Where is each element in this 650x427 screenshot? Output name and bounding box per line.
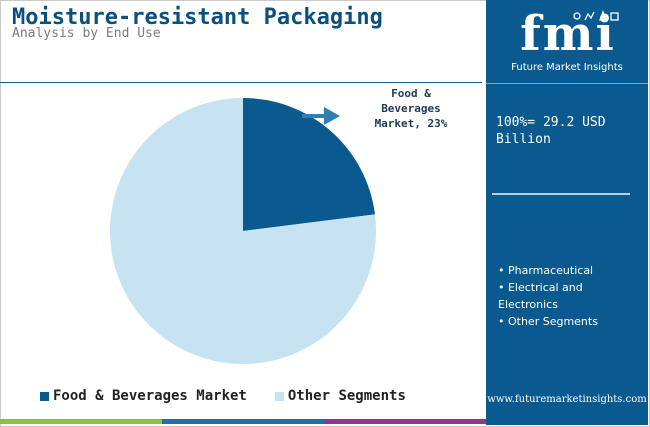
- callout-line-1: Food &: [391, 87, 431, 100]
- triangle-icon: [599, 10, 607, 21]
- legend-swatch-other-segments: [274, 391, 284, 401]
- website-url: www.futuremarketinsights.com: [487, 394, 647, 405]
- logo-wordmark: fmi: [520, 6, 616, 62]
- chart-subtitle: Analysis by End Use: [12, 26, 161, 41]
- chart-legend: Food & Beverages Market Other Segments: [40, 386, 406, 406]
- target-icon: [573, 12, 581, 20]
- logo-subtitle: Future Market Insights: [511, 62, 623, 73]
- logo-icons: [573, 10, 619, 21]
- title-divider: [0, 82, 482, 83]
- color-strip: [0, 419, 486, 424]
- pie-slice-food-beverages-market: [243, 98, 375, 231]
- segment-item: • Other Segments: [498, 315, 598, 328]
- box-icon: [610, 12, 619, 21]
- market-size: 100%= 29.2 USD Billion: [496, 115, 606, 147]
- legend-label-food-beverages: Food & Beverages Market: [53, 388, 247, 404]
- color-strip-purple: [324, 419, 486, 424]
- legend-item-food-beverages: Food & Beverages Market: [40, 388, 247, 404]
- pie-chart: [110, 98, 376, 364]
- segment-item: • Pharmaceutical: [498, 264, 594, 277]
- legend-swatch-food-beverages: [40, 391, 49, 401]
- pie-slice-other-segments: [110, 98, 376, 364]
- color-strip-green: [0, 419, 162, 424]
- color-strip-blue: [162, 419, 324, 424]
- segment-item: • Electrical and Electronics: [498, 281, 583, 311]
- callout-line-3: Market, 23%: [374, 117, 448, 130]
- chart-title: Moisture-resistant Packaging: [12, 5, 383, 30]
- callout-arrow-head: [324, 107, 340, 125]
- legend-label-other-segments: Other Segments: [287, 388, 406, 404]
- segment-list: • Pharmaceutical • Electrical and Electr…: [498, 262, 638, 330]
- callout-line-2: Beverages: [381, 102, 441, 115]
- legend-item-other-segments: Other Segments: [274, 388, 406, 404]
- info-panel: fmi Future Market Insights 100%= 29.2 US…: [486, 0, 648, 425]
- fmi-logo: fmi Future Market Insights: [486, 0, 648, 84]
- slice-callout: Food & Beverages Market, 23%: [350, 86, 472, 131]
- trend-icon: [584, 11, 595, 21]
- panel-divider: [492, 193, 630, 195]
